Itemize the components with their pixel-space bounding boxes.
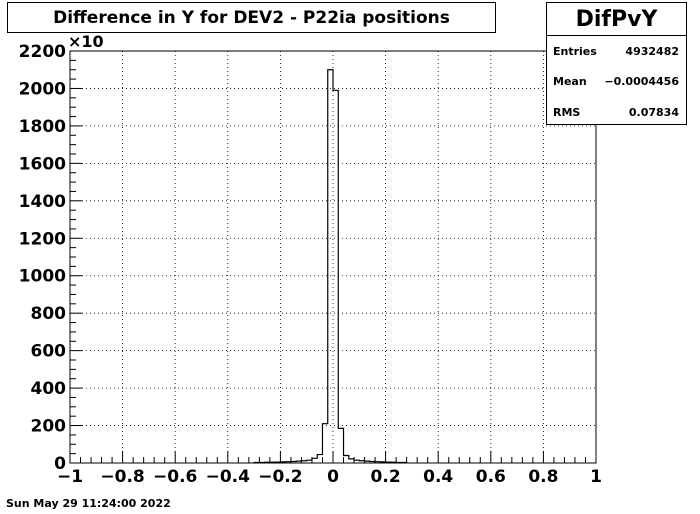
histogram-bin [328, 70, 333, 463]
x-tick-label: −1 [57, 467, 83, 487]
histogram-bin [338, 428, 343, 463]
axis-ticks [69, 50, 597, 464]
stats-box: DifPvY Entries 4932482 Mean −0.0004456 R… [546, 2, 687, 125]
x-tick-label: −0.2 [258, 467, 302, 487]
footer-timestamp: Sun May 29 11:24:00 2022 [6, 497, 171, 510]
x-tick-label: 0.4 [423, 467, 453, 487]
histogram-bin [317, 455, 322, 463]
y-tick-label: 1000 [19, 267, 66, 287]
y-tick-label: 1600 [19, 154, 66, 174]
histogram-outline [253, 69, 408, 464]
x-tick-label: −0.4 [206, 467, 251, 487]
stats-entries-label: Entries [553, 45, 597, 58]
y-tick-label: 600 [31, 342, 67, 362]
y-tick-label: 800 [31, 304, 67, 324]
y-tick-label: 1200 [19, 229, 66, 249]
y-tick-labels: 0 200 400 600 800 1000 1200 1400 1600 1800 2000 220… [19, 42, 66, 474]
y-tick-label: 200 [31, 417, 67, 437]
y-axis-multiplier: ×10 [68, 32, 104, 51]
stats-row-entries: Entries 4932482 [553, 45, 679, 61]
stats-rms-value: 0.07834 [628, 106, 679, 119]
x-tick-label: 0.6 [476, 467, 506, 487]
y-tick-label: 2200 [19, 42, 66, 62]
stats-row-rms: RMS 0.07834 [553, 106, 679, 122]
stats-mean-label: Mean [553, 75, 587, 88]
x-tick-label: 1 [590, 467, 602, 487]
stats-rms-label: RMS [553, 106, 581, 119]
histogram-bin [322, 424, 327, 463]
x-tick-label: 0 [327, 467, 339, 487]
plot-frame [69, 50, 597, 464]
title-box: Difference in Y for DEV2 - P22ia positio… [7, 2, 496, 33]
x-tick-label: −0.8 [100, 467, 144, 487]
y-tick-label: 400 [31, 379, 67, 399]
histogram-bars [253, 69, 408, 464]
stats-row-mean: Mean −0.0004456 [553, 75, 679, 91]
histogram-bin [333, 90, 338, 463]
y-tick-label: 2000 [19, 79, 66, 99]
chart-title: Difference in Y for DEV2 - P22ia positio… [53, 7, 450, 28]
histogram-bin [312, 458, 317, 463]
x-tick-label: −0.6 [153, 467, 197, 487]
y-tick-label: 1400 [19, 192, 66, 212]
y-tick-label: 1800 [19, 117, 66, 137]
x-tick-labels: −1 −0.8 −0.6 −0.4 −0.2 0 0.2 0.4 0.6 0.8 1 [57, 467, 602, 487]
stats-mean-value: −0.0004456 [604, 75, 679, 88]
grid [70, 51, 596, 463]
y-tick-label: 0 [54, 454, 66, 474]
histogram-bin [349, 459, 354, 463]
x-tick-label: 0.2 [371, 467, 401, 487]
stats-entries-value: 4932482 [625, 45, 679, 58]
histogram-bin [344, 456, 349, 463]
stats-histogram-name: DifPvY [547, 3, 686, 36]
x-tick-label: 0.8 [528, 467, 558, 487]
